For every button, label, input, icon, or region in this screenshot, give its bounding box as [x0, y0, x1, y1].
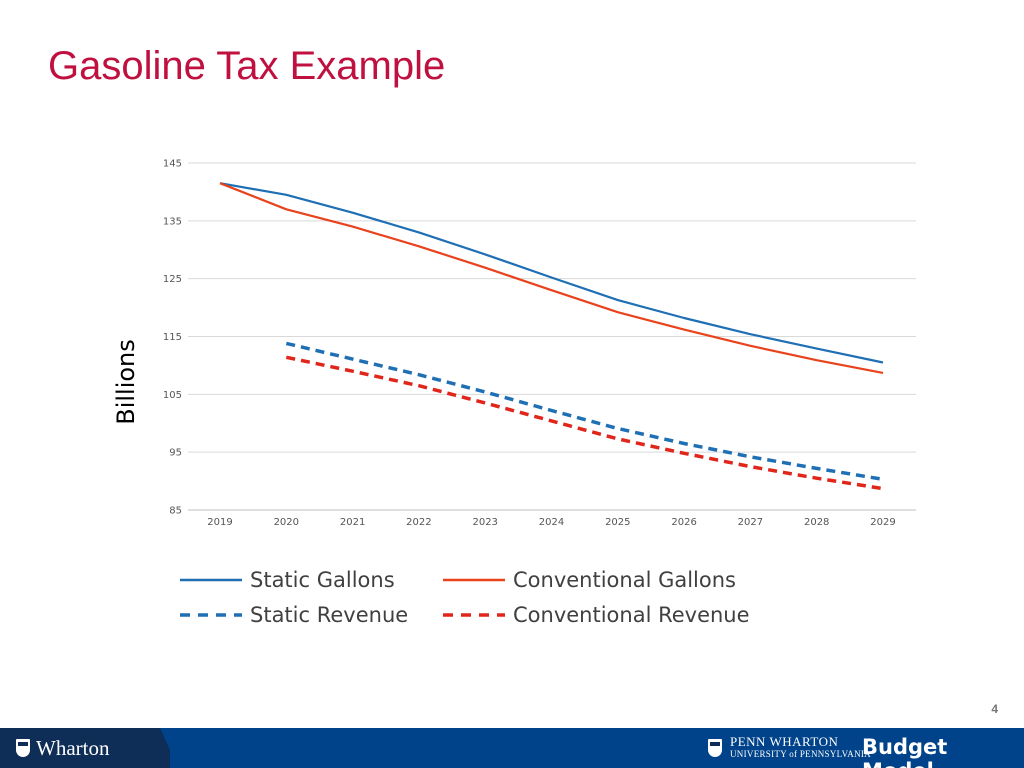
x-tick-label: 2022	[406, 517, 431, 528]
y-tick-label: 125	[163, 274, 182, 285]
x-tick-label: 2028	[804, 517, 829, 528]
series-line-static-revenue	[285, 341, 884, 482]
y-tick-label: 115	[163, 332, 182, 343]
y-axis-tick-labels: 85 95 105 115 125 135 145	[163, 159, 182, 517]
y-tick-label: 145	[163, 159, 182, 170]
penn-wharton-logo-line1: PENN WHARTON	[730, 734, 839, 749]
penn-shield-icon-right	[708, 739, 722, 757]
x-tick-label: 2029	[870, 517, 895, 528]
penn-shield-icon	[16, 739, 30, 757]
legend-label: Static Gallons	[250, 568, 395, 592]
x-tick-label: 2026	[671, 517, 696, 528]
page-number: 4	[991, 702, 998, 716]
chart-series	[219, 182, 884, 491]
x-tick-label: 2023	[472, 517, 497, 528]
x-tick-label: 2019	[207, 517, 232, 528]
legend-label: Conventional Revenue	[513, 603, 750, 627]
y-tick-label: 95	[169, 448, 182, 459]
x-tick-label: 2024	[539, 517, 564, 528]
y-tick-label: 135	[163, 216, 182, 227]
penn-wharton-logo-line2: UNIVERSITY of PENNSYLVANIA	[730, 749, 871, 759]
legend-label: Static Revenue	[250, 603, 408, 627]
wharton-logo: Wharton	[36, 736, 110, 760]
y-tick-label: 85	[169, 506, 182, 517]
y-axis-label: Billions	[112, 339, 140, 425]
footer-bar: Wharton PENN WHARTON UNIVERSITY of PENNS…	[0, 728, 1024, 768]
chart-legend: Static Gallons Conventional Gallons Static…	[180, 568, 750, 627]
series-line-static-gallons	[219, 182, 884, 364]
x-tick-label: 2027	[738, 517, 763, 528]
penn-wharton-logo: PENN WHARTON UNIVERSITY of PENNSYLVANIA	[730, 734, 871, 760]
x-tick-label: 2020	[274, 517, 299, 528]
budget-model-logo: Budget Model	[862, 735, 948, 768]
series-line-conventional-gallons	[219, 182, 884, 374]
chart-gridlines	[188, 162, 916, 511]
y-tick-label: 105	[163, 390, 182, 401]
slide-title: Gasoline Tax Example	[48, 44, 446, 88]
series-line-conventional-revenue	[285, 355, 884, 491]
x-axis-tick-labels: 2019 2020 2021 2022 2023 2024 2025 2026 2027 2028…	[207, 517, 895, 528]
x-tick-label: 2021	[340, 517, 365, 528]
legend-label: Conventional Gallons	[513, 568, 736, 592]
x-tick-label: 2025	[605, 517, 630, 528]
line-chart: 85 95 105 115 125 135 145 2019 2020 2021 2022 2023…	[112, 159, 916, 627]
